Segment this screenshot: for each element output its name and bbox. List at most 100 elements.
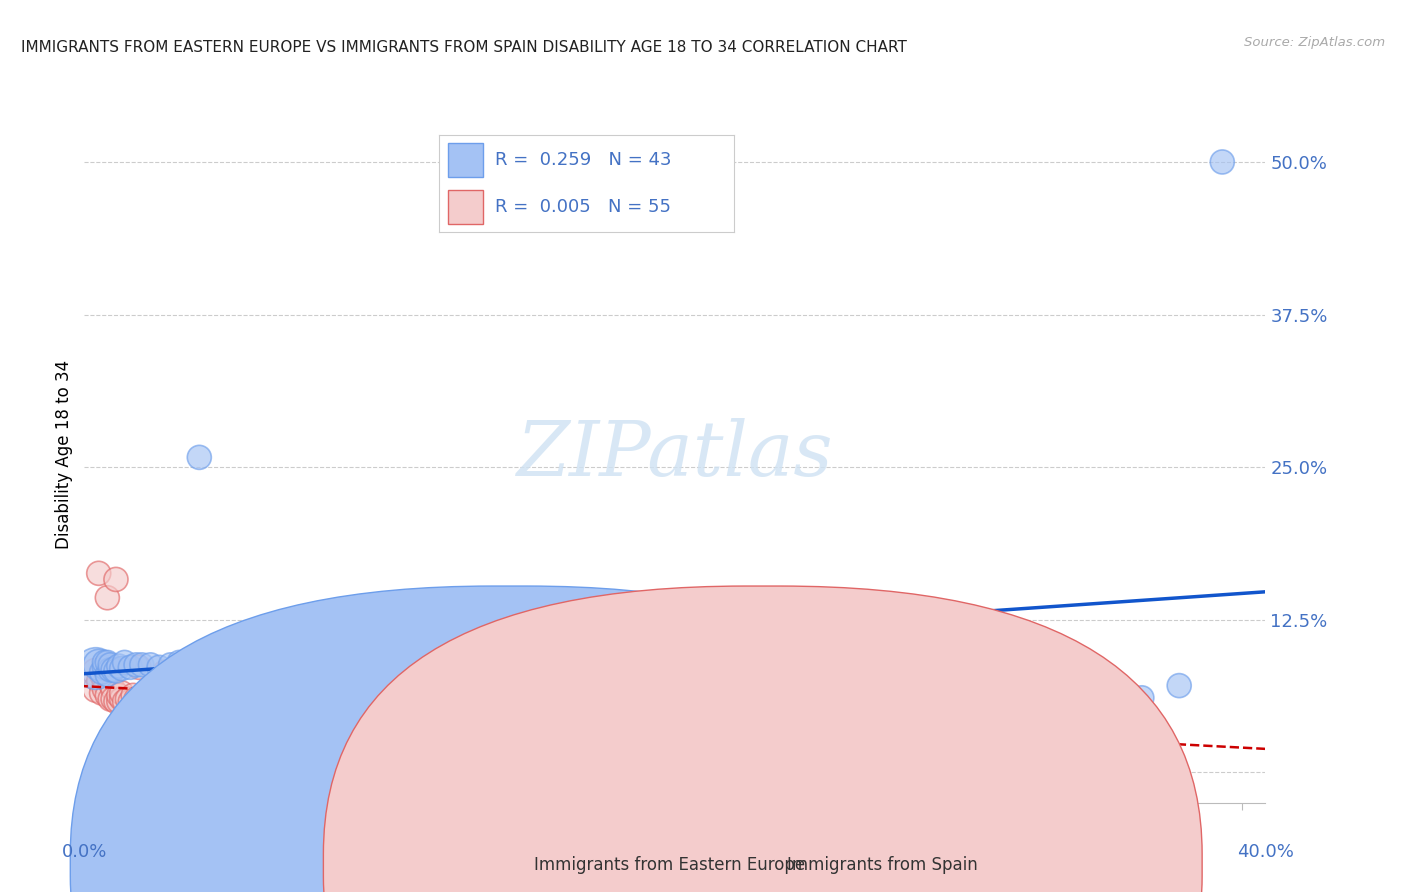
Point xyxy=(84,665,107,680)
Point xyxy=(709,684,731,698)
Y-axis label: Disability Age 18 to 34: Disability Age 18 to 34 xyxy=(55,360,73,549)
Point xyxy=(929,689,952,703)
Point xyxy=(96,689,118,703)
Point xyxy=(335,657,357,672)
Point xyxy=(98,657,121,672)
Text: IMMIGRANTS FROM EASTERN EUROPE VS IMMIGRANTS FROM SPAIN DISABILITY AGE 18 TO 34 : IMMIGRANTS FROM EASTERN EUROPE VS IMMIGR… xyxy=(21,40,907,55)
Point xyxy=(283,694,305,708)
Point xyxy=(277,671,299,685)
Point xyxy=(131,657,153,672)
Point xyxy=(96,667,118,681)
Point xyxy=(167,656,190,670)
Point xyxy=(814,681,837,695)
Point xyxy=(240,706,263,721)
Point xyxy=(111,661,134,675)
Point xyxy=(191,702,214,716)
Point xyxy=(108,689,131,703)
Point xyxy=(104,664,127,678)
Point xyxy=(101,663,124,677)
Bar xyxy=(447,143,484,177)
Point xyxy=(87,657,110,672)
Point xyxy=(90,665,112,680)
Point xyxy=(177,660,200,674)
Bar xyxy=(447,190,484,225)
Point xyxy=(1130,690,1153,705)
Point xyxy=(98,663,121,677)
Point xyxy=(114,656,136,670)
Point xyxy=(188,450,211,465)
Point xyxy=(108,694,131,708)
Point xyxy=(1168,679,1191,693)
Point xyxy=(139,657,162,672)
Point xyxy=(513,706,536,721)
Point xyxy=(120,660,142,674)
Point xyxy=(104,573,127,587)
Point xyxy=(249,680,271,694)
Point xyxy=(211,704,233,718)
Point xyxy=(111,686,134,700)
Point xyxy=(174,682,197,697)
Point xyxy=(117,692,139,706)
Point xyxy=(657,706,679,721)
Point xyxy=(297,706,319,721)
Point xyxy=(93,676,115,690)
Point xyxy=(159,657,181,672)
Point xyxy=(120,694,142,708)
Point xyxy=(87,566,110,581)
Point xyxy=(153,665,176,680)
Point xyxy=(93,656,115,670)
Text: R =  0.005   N = 55: R = 0.005 N = 55 xyxy=(495,198,671,217)
Point xyxy=(162,706,184,721)
Point xyxy=(122,689,145,703)
Point xyxy=(219,656,242,670)
Point xyxy=(412,676,434,690)
Point xyxy=(90,686,112,700)
Text: Immigrants from Spain: Immigrants from Spain xyxy=(787,855,979,874)
Point xyxy=(101,692,124,706)
Point xyxy=(269,706,291,721)
Point xyxy=(101,682,124,697)
Text: Immigrants from Eastern Europe: Immigrants from Eastern Europe xyxy=(534,855,806,874)
Point xyxy=(98,676,121,690)
Point xyxy=(96,656,118,670)
Point xyxy=(307,679,329,693)
Point xyxy=(108,659,131,673)
Text: 0.0%: 0.0% xyxy=(62,843,107,861)
Point xyxy=(134,694,156,708)
Point xyxy=(1211,155,1233,169)
Point xyxy=(800,706,823,721)
Point xyxy=(398,706,420,721)
Point xyxy=(183,704,205,718)
Text: 40.0%: 40.0% xyxy=(1237,843,1294,861)
Text: ZIPatlas: ZIPatlas xyxy=(516,418,834,491)
Point xyxy=(254,704,277,718)
Point xyxy=(571,706,593,721)
Point xyxy=(125,657,148,672)
Point xyxy=(886,706,908,721)
Point xyxy=(90,667,112,681)
Point xyxy=(87,673,110,688)
Point xyxy=(125,692,148,706)
Point xyxy=(111,692,134,706)
Point xyxy=(470,681,492,695)
Point xyxy=(197,706,219,721)
Point xyxy=(621,681,644,695)
Point xyxy=(714,706,737,721)
Point xyxy=(128,660,150,674)
Point xyxy=(225,702,247,716)
Point xyxy=(456,706,478,721)
Point xyxy=(96,591,118,605)
Point xyxy=(98,692,121,706)
Point xyxy=(145,692,167,706)
Point xyxy=(84,661,107,675)
Text: Source: ZipAtlas.com: Source: ZipAtlas.com xyxy=(1244,36,1385,49)
Point xyxy=(1024,676,1046,690)
Point xyxy=(340,706,363,721)
Point xyxy=(84,682,107,697)
Point xyxy=(167,704,190,718)
Point xyxy=(973,706,995,721)
Point xyxy=(202,661,225,675)
Text: R =  0.259   N = 43: R = 0.259 N = 43 xyxy=(495,151,671,169)
Point xyxy=(114,694,136,708)
Point xyxy=(139,702,162,716)
